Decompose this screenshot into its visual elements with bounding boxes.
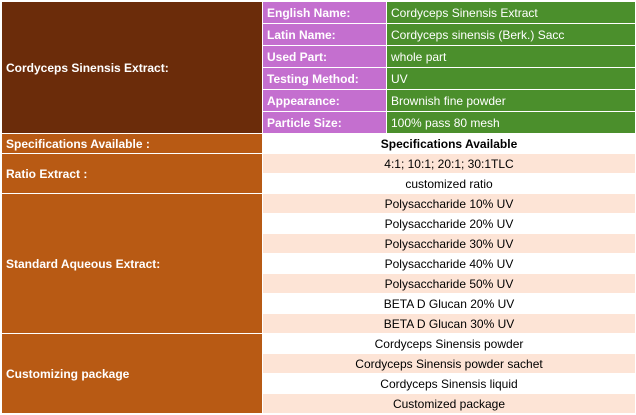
table-row: customized ratio	[2, 173, 636, 194]
table-row: Cordyceps Sinensis powder sachet	[2, 353, 636, 374]
table-row: BETA D Glucan 30% UV	[2, 313, 636, 334]
property-value-testing-method: UV	[386, 67, 636, 90]
property-key-testing-method: Testing Method:	[262, 67, 387, 90]
table-row: Particle Size: 100% pass 80 mesh	[2, 111, 636, 134]
table-row: Ratio Extract : 4:1; 10:1; 20:1; 30:1TLC	[1, 153, 636, 194]
table-row: Latin Name: Cordyceps sinensis (Berk.) S…	[2, 23, 636, 46]
standard-aqueous-value: Polysaccharide 10% UV	[262, 193, 636, 214]
property-key-appearance: Appearance:	[262, 89, 387, 112]
standard-aqueous-value: Polysaccharide 30% UV	[262, 233, 636, 254]
table-row: Cordyceps Sinensis Extract: English Name…	[1, 1, 636, 134]
spec-available-value: Specifications Available	[262, 133, 636, 154]
customizing-value: Cordyceps Sinensis powder sachet	[262, 353, 636, 374]
table-row: Customized package	[2, 393, 636, 414]
property-value-english-name: Cordyceps Sinensis Extract	[386, 1, 636, 24]
customizing-label: Customizing package	[1, 333, 263, 414]
standard-aqueous-value: Polysaccharide 20% UV	[262, 213, 636, 234]
table-row: Polysaccharide 30% UV	[2, 233, 636, 254]
ratio-extract-value: customized ratio	[262, 173, 636, 194]
table-row: Testing Method: UV	[2, 67, 636, 90]
table-row: Used Part: whole part	[2, 45, 636, 68]
property-value-particle-size: 100% pass 80 mesh	[386, 111, 636, 134]
standard-aqueous-value: Polysaccharide 40% UV	[262, 253, 636, 274]
standard-aqueous-value: BETA D Glucan 30% UV	[262, 313, 636, 334]
product-label: Cordyceps Sinensis Extract:	[1, 1, 263, 134]
standard-aqueous-label: Standard Aqueous Extract:	[1, 193, 263, 334]
property-key-latin-name: Latin Name:	[262, 23, 387, 46]
property-value-appearance: Brownish fine powder	[386, 89, 636, 112]
standard-aqueous-value: BETA D Glucan 20% UV	[262, 293, 636, 314]
table-row: Cordyceps Sinensis liquid	[2, 373, 636, 394]
table-row: Specifications Available : Specification…	[1, 133, 636, 154]
customizing-value: Cordyceps Sinensis liquid	[262, 373, 636, 394]
table-row: Polysaccharide 50% UV	[2, 273, 636, 294]
property-value-latin-name: Cordyceps sinensis (Berk.) Sacc	[386, 23, 636, 46]
standard-aqueous-value: Polysaccharide 50% UV	[262, 273, 636, 294]
table-row: Polysaccharide 40% UV	[2, 253, 636, 274]
ratio-extract-value: 4:1; 10:1; 20:1; 30:1TLC	[262, 153, 636, 174]
property-key-english-name: English Name:	[262, 1, 387, 24]
ratio-extract-label: Ratio Extract :	[1, 153, 263, 194]
table-row: Customizing package Cordyceps Sinensis p…	[1, 333, 636, 414]
property-key-used-part: Used Part:	[262, 45, 387, 68]
property-value-used-part: whole part	[386, 45, 636, 68]
property-key-particle-size: Particle Size:	[262, 111, 387, 134]
customizing-value: Customized package	[262, 393, 636, 414]
table-row: BETA D Glucan 20% UV	[2, 293, 636, 314]
customizing-value: Cordyceps Sinensis powder	[262, 333, 636, 354]
spec-available-label: Specifications Available :	[1, 133, 263, 154]
table-row: Standard Aqueous Extract: Polysaccharide…	[1, 193, 636, 334]
